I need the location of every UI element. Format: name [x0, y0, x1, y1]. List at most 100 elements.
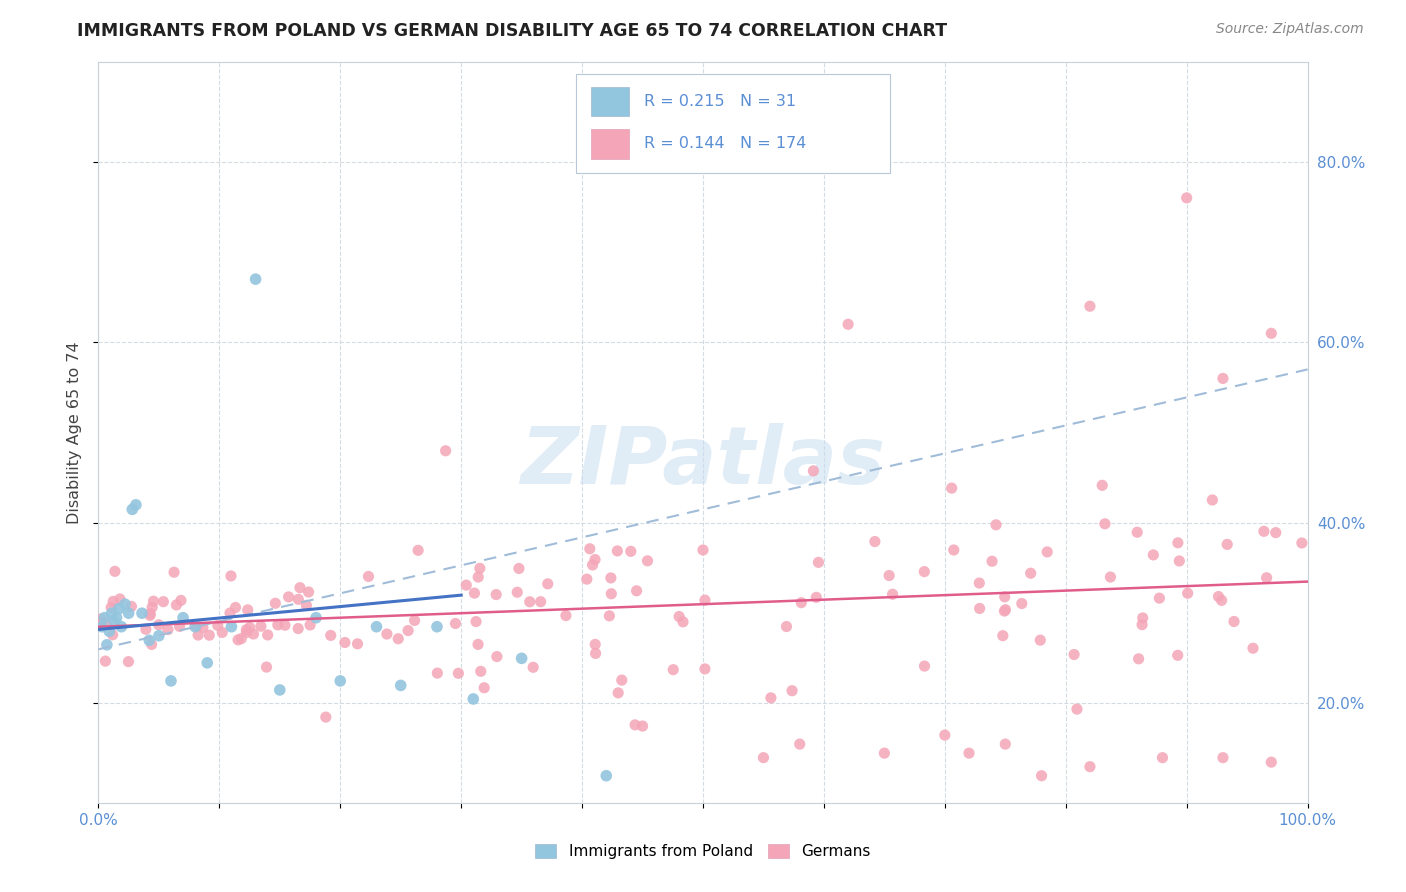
Point	[198, 628, 221, 642]
Point	[288, 581, 311, 595]
Point	[1256, 571, 1278, 585]
Point	[1036, 545, 1059, 559]
Point	[1168, 554, 1191, 568]
Point	[1260, 755, 1282, 769]
Point	[236, 603, 259, 617]
Point	[357, 569, 380, 583]
Point	[131, 606, 153, 620]
Point	[142, 594, 165, 608]
Point	[759, 690, 782, 705]
Point	[224, 600, 246, 615]
Point	[187, 628, 209, 642]
Point	[882, 587, 904, 601]
Point	[93, 611, 115, 625]
Point	[942, 543, 965, 558]
Point	[1078, 760, 1101, 774]
Point	[994, 590, 1017, 604]
Point	[969, 601, 991, 615]
Point	[508, 561, 530, 575]
Point	[626, 583, 648, 598]
Point	[1063, 648, 1085, 662]
Point	[1167, 536, 1189, 550]
Point	[135, 622, 157, 636]
Point	[606, 544, 628, 558]
Bar	[591, 129, 630, 159]
Point	[256, 628, 278, 642]
Point	[530, 595, 553, 609]
Text: IMMIGRANTS FROM POLAND VS GERMAN DISABILITY AGE 65 TO 74 CORRELATION CHART: IMMIGRANTS FROM POLAND VS GERMAN DISABIL…	[77, 22, 948, 40]
Point	[138, 633, 160, 648]
Point	[110, 620, 132, 634]
Point	[287, 622, 309, 636]
Point	[837, 318, 859, 332]
Point	[163, 566, 186, 580]
Point	[807, 555, 830, 569]
Point	[790, 596, 813, 610]
Point	[537, 577, 560, 591]
Point	[125, 498, 148, 512]
Point	[1078, 299, 1101, 313]
Point	[219, 569, 242, 583]
Point	[1216, 537, 1239, 551]
Point	[662, 663, 685, 677]
Point	[583, 637, 606, 651]
Point	[274, 618, 297, 632]
Point	[1099, 570, 1122, 584]
Point	[912, 565, 935, 579]
Point	[522, 660, 544, 674]
Point	[221, 620, 243, 634]
Point	[775, 619, 797, 633]
Point	[1019, 566, 1042, 581]
Point	[1031, 769, 1053, 783]
Point	[752, 750, 775, 764]
Point	[170, 593, 193, 607]
Point	[595, 769, 617, 783]
Point	[877, 568, 900, 582]
Point	[610, 673, 633, 687]
Point	[103, 594, 125, 608]
Point	[329, 673, 352, 688]
Point	[148, 617, 170, 632]
Text: R = 0.215   N = 31: R = 0.215 N = 31	[644, 95, 796, 109]
Point	[467, 570, 489, 584]
Point	[863, 534, 886, 549]
Point	[139, 608, 162, 623]
Point	[607, 686, 630, 700]
Point	[121, 502, 143, 516]
Point	[585, 647, 607, 661]
Point	[387, 632, 409, 646]
Point	[506, 585, 529, 599]
Text: R = 0.144   N = 174: R = 0.144 N = 174	[644, 136, 806, 152]
Point	[191, 621, 214, 635]
Point	[100, 600, 122, 615]
Point	[226, 632, 249, 647]
Point	[631, 719, 654, 733]
Point	[207, 618, 229, 632]
Point	[1211, 593, 1233, 607]
Point	[396, 624, 419, 638]
Point	[195, 656, 218, 670]
Point	[806, 591, 828, 605]
Point	[510, 651, 533, 665]
Point	[1167, 648, 1189, 663]
Point	[668, 609, 690, 624]
Point	[934, 728, 956, 742]
Point	[375, 627, 398, 641]
Point	[599, 571, 621, 585]
Point	[434, 443, 457, 458]
Point	[160, 673, 183, 688]
Point	[581, 558, 603, 572]
Point	[637, 554, 659, 568]
Point	[957, 746, 980, 760]
Point	[465, 615, 488, 629]
Point	[1130, 617, 1153, 632]
Point	[186, 619, 208, 633]
Point	[598, 608, 620, 623]
Point	[1132, 611, 1154, 625]
Point	[624, 718, 647, 732]
Point	[277, 590, 299, 604]
Point	[94, 615, 117, 630]
Point	[256, 660, 278, 674]
Point	[941, 481, 963, 495]
Point	[346, 637, 368, 651]
